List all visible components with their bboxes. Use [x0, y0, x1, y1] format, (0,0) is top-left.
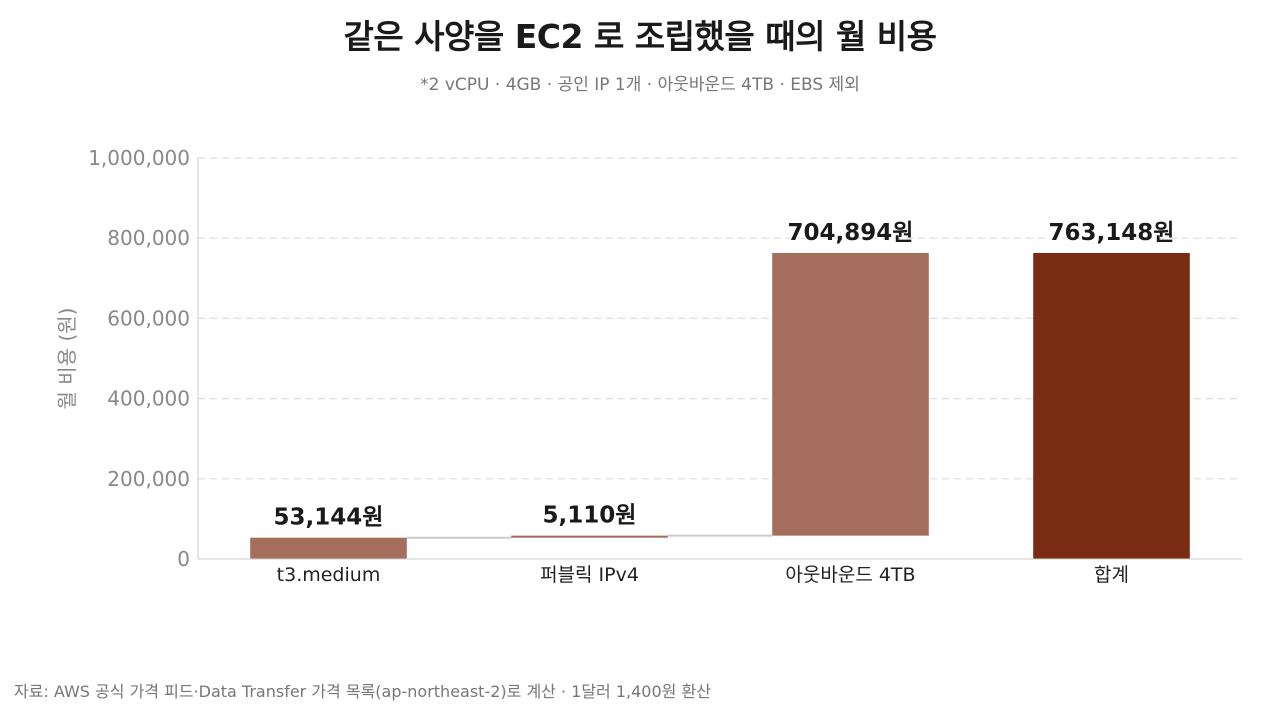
connector-layer	[406, 534, 773, 539]
y-tick-label: 1,000,000	[88, 146, 190, 170]
axis-layer: 0 200,000 400,000 600,000 800,000 1,000,000 월 …	[55, 146, 1242, 571]
chart-title: 같은 사양을 EC2 로 조립했을 때의 월 비용	[343, 17, 937, 56]
y-tick-label: 600,000	[107, 306, 190, 330]
data-label: 763,148원	[1049, 220, 1175, 246]
x-category-label: 퍼블릭 IPv4	[540, 564, 639, 586]
data-label: 5,110원	[543, 503, 637, 529]
y-tick-label: 0	[177, 547, 190, 571]
bar-4	[1033, 252, 1190, 559]
bar-3	[772, 252, 929, 536]
y-tick-label: 800,000	[107, 226, 190, 250]
data-label: 704,894원	[788, 220, 914, 246]
y-axis-title: 월 비용 (원)	[55, 308, 79, 410]
x-category-label: t3.medium	[277, 564, 381, 586]
y-tick-label: 400,000	[107, 387, 190, 411]
bar-2	[511, 535, 668, 538]
bar-layer	[250, 252, 1190, 559]
source-note: 자료: AWS 공식 가격 피드·Data Transfer 가격 목록(ap-…	[14, 682, 711, 701]
chart-subtitle: *2 vCPU · 4GB · 공인 IP 1개 · 아웃바운드 4TB · E…	[420, 75, 860, 95]
x-category-label: 합계	[1094, 564, 1129, 586]
x-category-label: 아웃바운드 4TB	[785, 564, 915, 586]
bar-1	[250, 537, 407, 559]
y-tick-label: 200,000	[107, 467, 190, 491]
data-label: 53,144원	[274, 505, 384, 531]
